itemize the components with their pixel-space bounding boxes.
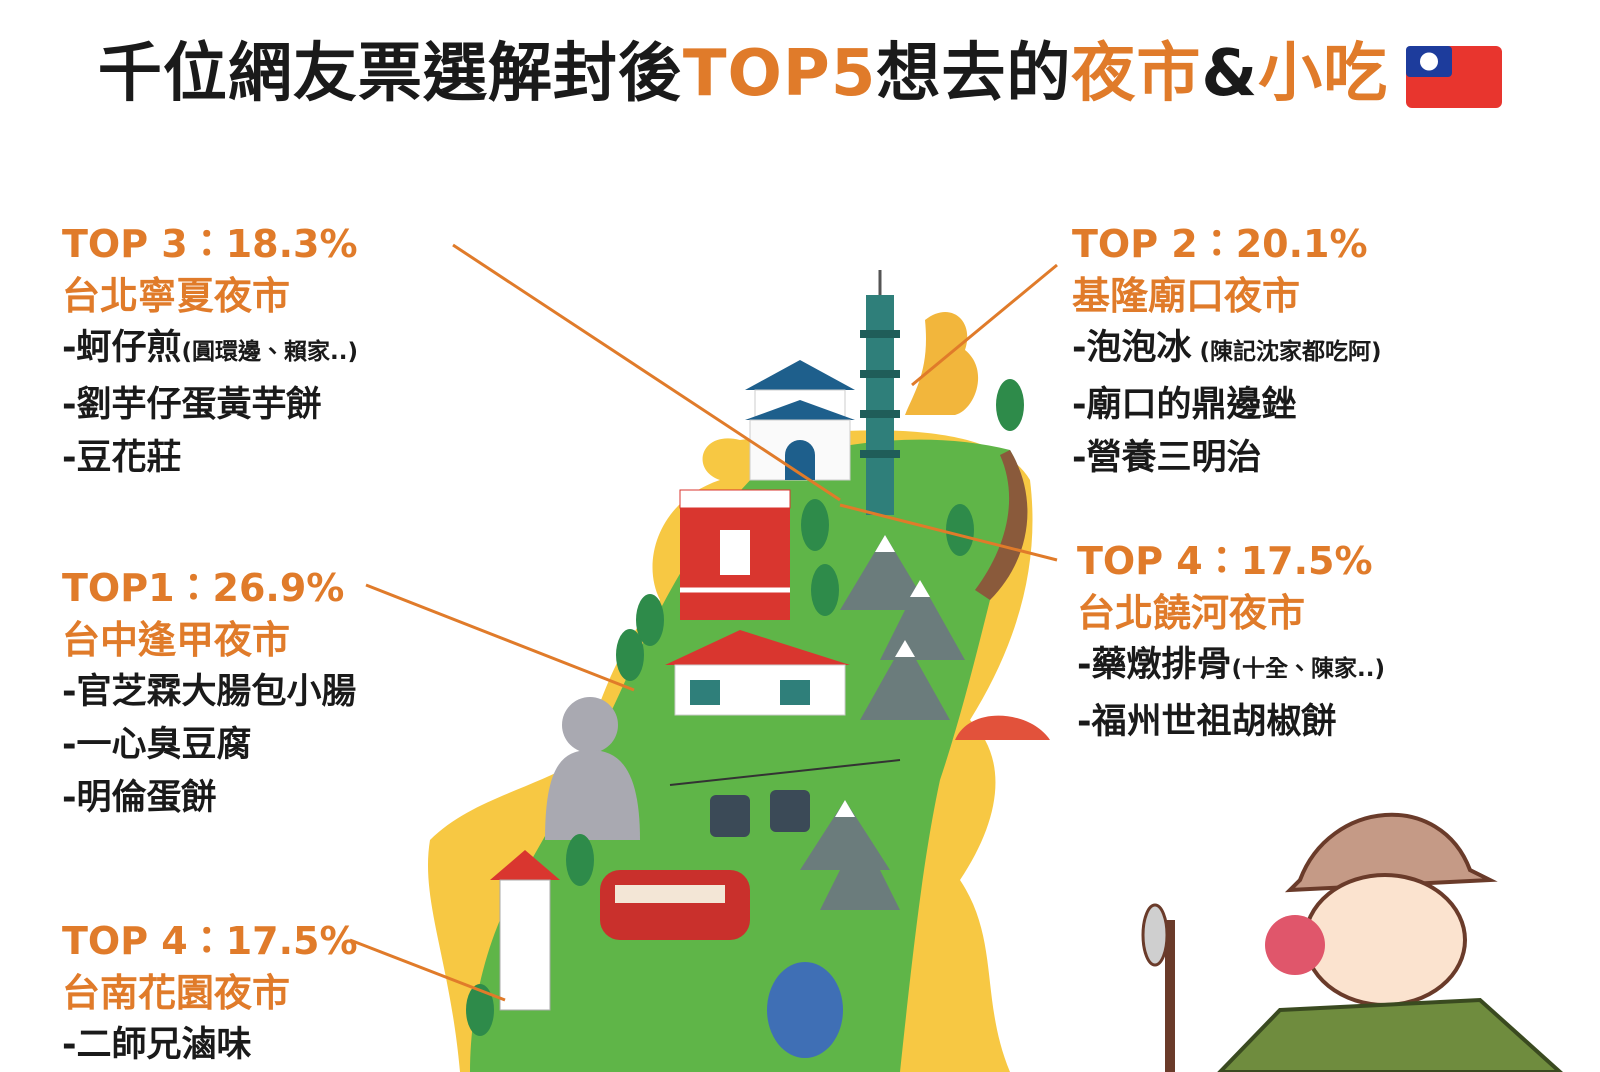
- market-name: 台北寧夏夜市: [62, 274, 291, 318]
- food-item: -官芝霖大腸包小腸: [62, 666, 357, 719]
- trees: [466, 379, 1024, 1036]
- market-name: 台南花園夜市: [62, 971, 291, 1015]
- market-entry: TOP 4：17.5% 台北饒河夜市 -藥燉排骨(十全、陳家..) -福州世祖胡椒餅: [1077, 535, 1385, 749]
- food-name: -一心臭豆腐: [62, 725, 252, 765]
- memorial-hall: [745, 360, 855, 481]
- rank-label: TOP 4：17.5%: [1077, 539, 1373, 583]
- food-name: -廟口的鼎邊銼: [1072, 385, 1297, 425]
- umbrella: [955, 715, 1050, 740]
- statue: [905, 311, 979, 415]
- food-item: -營養三明治: [1072, 432, 1382, 485]
- station: [665, 630, 850, 716]
- food-item: -豆花莊: [62, 432, 358, 485]
- rank-label: TOP 2：20.1%: [1072, 222, 1368, 266]
- market-name: 台中逢甲夜市: [62, 618, 291, 662]
- lighthouse: [490, 850, 560, 1011]
- train: [600, 870, 750, 940]
- flag-icon: [1406, 46, 1503, 109]
- food-item: -蚵仔煎(圓環邊、賴家..): [62, 322, 358, 379]
- food-item: -劉芋仔蛋黃芋餅: [62, 379, 358, 432]
- food-name: -藥燉排骨: [1077, 645, 1232, 685]
- mountains: [800, 535, 965, 910]
- food-item: -明倫蛋餅: [62, 772, 357, 825]
- balloon: [767, 962, 843, 1058]
- food-name: -明倫蛋餅: [62, 778, 217, 818]
- market-entry: TOP 3：18.3% 台北寧夏夜市 -蚵仔煎(圓環邊、賴家..) -劉芋仔蛋黃芋餅 -…: [62, 218, 358, 485]
- food-name: -福州世祖胡椒餅: [1077, 702, 1337, 742]
- food-item: -二師兄滷味: [62, 1019, 358, 1072]
- food-name: -二師兄滷味: [62, 1025, 252, 1065]
- detective: [1141, 812, 1563, 1072]
- market-name: 基隆廟口夜市: [1072, 274, 1301, 318]
- cable-cars: [669, 759, 901, 837]
- title-part: TOP5: [682, 37, 877, 111]
- title: 千位網友票選解封後TOP5想去的夜市&小吃: [0, 22, 1600, 114]
- food-item: -泡泡冰 (陳記沈家都吃阿): [1072, 322, 1382, 379]
- leader-lines: [349, 243, 1058, 1002]
- food-name: -泡泡冰: [1072, 328, 1192, 368]
- rank-label: TOP 3：18.3%: [62, 222, 358, 266]
- food-name: -劉芋仔蛋黃芋餅: [62, 385, 322, 425]
- market-name: 台北饒河夜市: [1077, 591, 1306, 635]
- food-item: -福州世祖胡椒餅: [1077, 696, 1385, 749]
- rank-label: TOP 4：17.5%: [62, 919, 358, 963]
- coast-cliff: [975, 450, 1028, 600]
- food-name: -營養三明治: [1072, 438, 1262, 478]
- title-part: 夜市: [1071, 37, 1202, 111]
- market-entry: TOP 2：20.1% 基隆廟口夜市 -泡泡冰 (陳記沈家都吃阿) -廟口的鼎邊銼 -營…: [1072, 218, 1382, 485]
- market-entry: TOP 4：17.5% 台南花園夜市 -二師兄滷味: [62, 915, 358, 1072]
- market-entry: TOP1：26.9% 台中逢甲夜市 -官芝霖大腸包小腸 -一心臭豆腐 -明倫蛋餅: [62, 562, 357, 825]
- snowcaps: [835, 535, 930, 817]
- title-part: 想去的: [876, 37, 1072, 111]
- title-part: &: [1201, 37, 1259, 111]
- rank-label: TOP1：26.9%: [62, 566, 345, 610]
- red-house: [679, 489, 791, 620]
- buddha: [545, 697, 640, 840]
- food-note: (陳記沈家都吃阿): [1191, 339, 1382, 365]
- food-name: -豆花莊: [62, 438, 182, 478]
- taipei-101: [860, 270, 900, 515]
- food-name: -蚵仔煎: [62, 328, 182, 368]
- food-item: -廟口的鼎邊銼: [1072, 379, 1382, 432]
- title-part: 小吃: [1258, 37, 1389, 111]
- food-item: -藥燉排骨(十全、陳家..): [1077, 639, 1385, 696]
- food-note: (十全、陳家..): [1231, 656, 1386, 682]
- title-part: 千位網友票選解封後: [97, 37, 683, 111]
- food-name: -官芝霖大腸包小腸: [62, 672, 357, 712]
- food-item: -一心臭豆腐: [62, 719, 357, 772]
- food-note: (圓環邊、賴家..): [181, 339, 359, 365]
